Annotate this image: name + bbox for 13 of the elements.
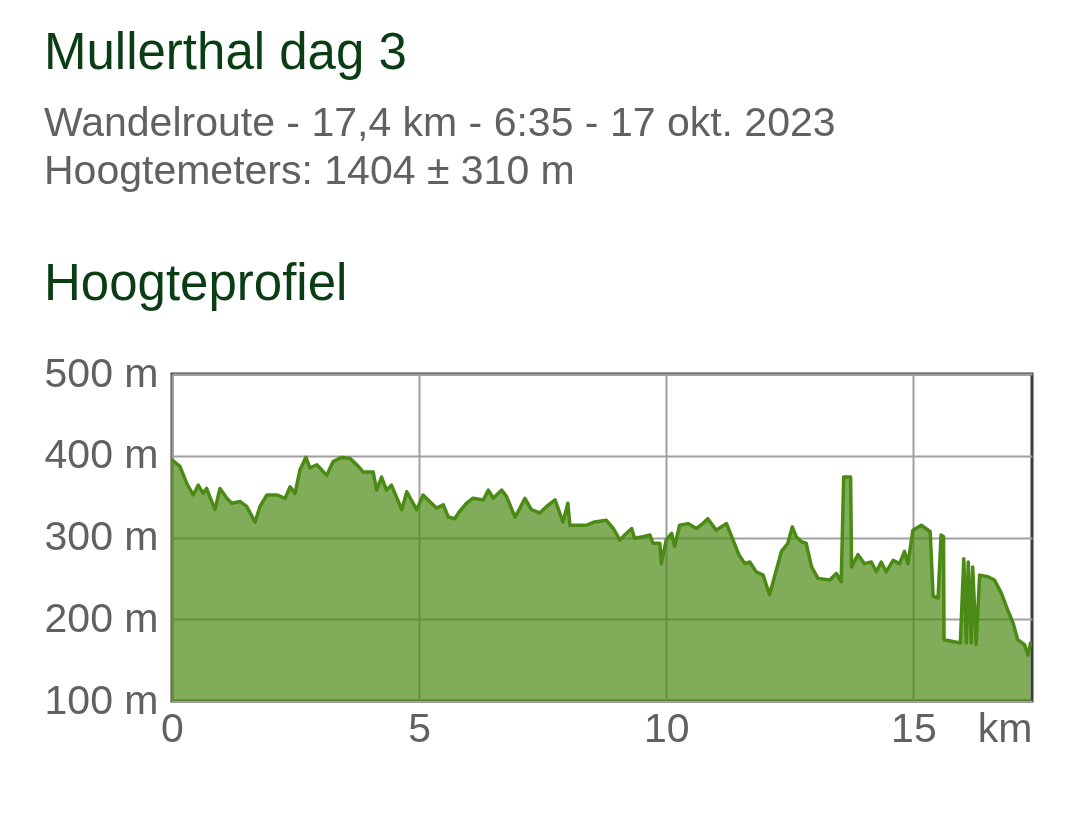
chart-subtitle: Wandelroute - 17,4 km - 6:35 - 17 okt. 2023 Hoogtemeters: 1404 ± 310 m [44, 99, 836, 193]
x-tick-label: 10 [643, 704, 690, 751]
x-tick-label: 15 [891, 704, 937, 751]
y-tick-label: 200 m [44, 594, 159, 641]
chart-title: Mullerthal dag 3 [44, 23, 407, 80]
x-tick-label: 0 [161, 704, 184, 751]
y-tick-label: 300 m [44, 513, 159, 559]
text: Hoogteprofiel [44, 254, 348, 311]
y-tick-label: 100 m [44, 676, 159, 723]
x-tick-label: 5 [408, 704, 432, 751]
x-axis-title: km [977, 704, 1033, 751]
y-tick-label: 400 m [44, 431, 159, 478]
y-tick-label: 500 m [44, 349, 159, 396]
